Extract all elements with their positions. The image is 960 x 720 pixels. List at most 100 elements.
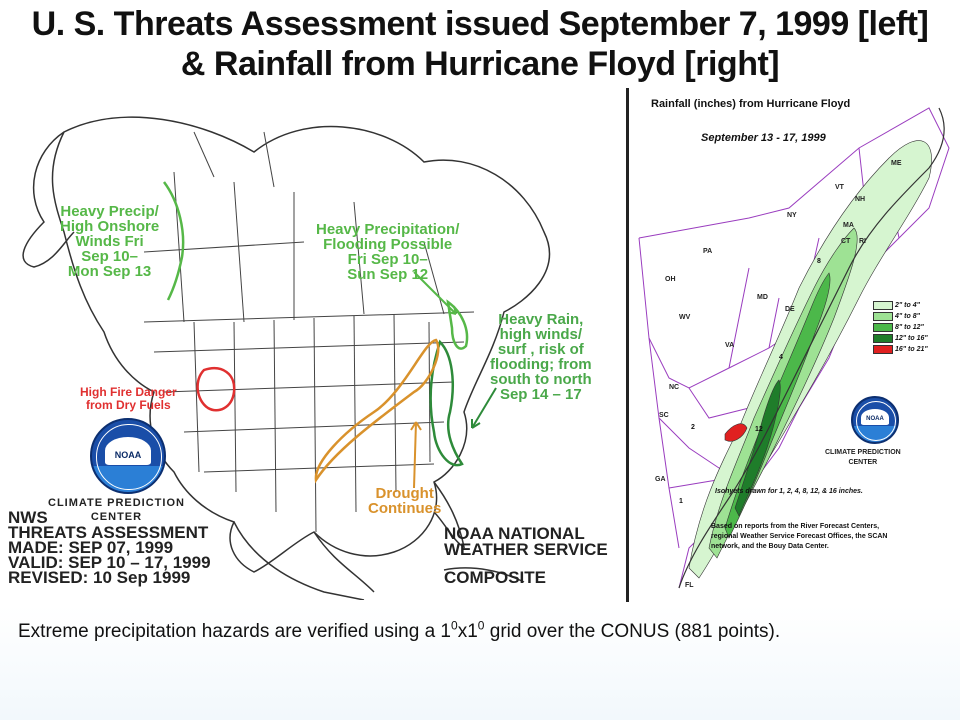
caption-prefix: Extreme precipitation hazards are verifi… [18,621,452,642]
annotation-line: high winds/ [499,326,583,343]
province-borders [143,131,475,323]
mexico-outline [233,521,375,600]
rainfall-legend: 2" to 4" 4" to 8" 8" to 12" 12" to 16" 1… [873,300,928,355]
state-label: VA [725,342,735,349]
legend-swatch [873,300,893,310]
report-line: regional Weather Service Forecast Office… [711,533,888,540]
coastline [678,107,945,589]
state-label: MD [757,294,768,301]
report-line: network, and the Bouy Data Center. [711,543,829,550]
annotation-line: Flooding Possible [323,236,453,253]
legend-row: 16" to 21" [873,344,928,354]
annotation-heavy-rain: Heavy Rain, high winds/ surf , risk of f… [490,312,592,402]
state-label: DE [785,306,795,313]
annotation-line: Heavy Rain, [498,311,584,328]
cpc-line: CLIMATE PREDICTION [48,497,185,509]
annotation-line: south to north [490,371,592,388]
caption-area: Extreme precipitation hazards are verifi… [0,606,960,720]
caption-sup: 0 [477,618,485,633]
annotation-line: Winds Fri [75,233,144,250]
alaska-heavy-precip-area [162,181,185,301]
logo-ring [855,400,897,442]
annotation-heavy-precip-onshore: Heavy Precip/ High Onshore Winds Fri Sep… [60,204,159,279]
noaa-nws-block: NOAA NATIONAL WEATHER SERVICE [444,524,608,559]
legend-row: 12" to 16" [873,333,928,343]
nws-line: MADE: SEP 07, 1999 [8,538,174,557]
isohyet-value: 1 [679,498,683,505]
annotation-fire-danger: High Fire Danger from Dry Fuels [80,386,177,412]
north-america-map [22,116,551,600]
isohyet-note: Isohyets drawn for 1, 2, 4, 8, 12, & 16 … [715,488,863,495]
rainfall-dates: September 13 - 17, 1999 [701,132,826,144]
annotation-line: Heavy Precip/ [60,203,159,220]
annotation-line: from Dry Fuels [86,398,171,412]
northeast-heavy-precip-area [446,299,469,350]
annotation-line: High Fire Danger [80,385,177,399]
nws-line: THREATS ASSESSMENT [8,523,209,542]
state-label: CT [841,238,851,245]
logo-letters: NOAA [866,416,884,423]
state-label: NY [787,212,797,219]
annotation-line: Fri Sep 10– [347,251,428,268]
cuba-outline [443,567,525,583]
report-note: Based on reports from the River Forecast… [711,522,888,552]
caption-suffix: grid over the CONUS (881 points). [484,621,781,642]
caption-text: Extreme precipitation hazards are verifi… [18,618,918,646]
noaa-logo-icon: NOAA [851,396,899,444]
legend-label: 4" to 8" [895,312,920,320]
florida-outline [433,481,466,549]
state-label: WV [679,314,691,321]
floyd-rainfall-map: Rainfall (inches) from Hurricane Floyd S… [626,88,960,602]
annotation-line: Sun Sep 12 [347,266,429,283]
nws-line: NWS [8,508,48,527]
slide-title: U. S. Threats Assessment issued Septembe… [0,0,960,92]
noaa-nws-line: WEATHER SERVICE [444,540,608,559]
legend-swatch [873,322,893,332]
annotation-line: Sep 14 – 17 [499,386,582,403]
report-line: Based on reports from the River Forecast… [711,523,880,530]
north-america-outline [51,116,551,573]
isohyet-value: 4 [779,354,783,361]
isohyet-12-16-band [734,379,781,517]
nws-line: VALID: SEP 10 – 17, 1999 [8,553,211,572]
legend-row: 8" to 12" [873,322,928,332]
cpc-line: CENTER [848,459,878,466]
legend-swatch [873,333,893,343]
noaa-nws-line: NOAA NATIONAL [444,524,585,543]
rainfall-title: Rainfall (inches) from Hurricane Floyd [651,98,851,110]
logo-letters: NOAA [114,450,142,461]
alaska-outline [22,131,75,268]
annotation-heavy-precip-flooding: Heavy Precipitation/ Flooding Possible F… [316,222,459,282]
caption-middle: x1 [457,621,478,642]
annotation-line: Mon Sep 13 [67,263,152,280]
isohyet-value: 8 [817,258,821,265]
caption-sup: 0 [451,618,458,633]
fire-danger-area [196,367,236,412]
annotation-line: flooding; from [490,356,592,373]
state-label: MA [843,222,854,229]
state-label: RI [859,238,866,245]
cpc-line: CENTER [90,511,143,523]
annotation-drought: Drought Continues [368,486,441,516]
isohyet-16-21-band [724,423,748,442]
legend-row: 2" to 4" [873,300,928,310]
legend-label: 8" to 12" [895,323,924,331]
annotation-line: surf , risk of [497,341,584,358]
cpc-label-left: CLIMATE PREDICTION CENTER [48,496,185,524]
drought-area [314,338,440,484]
logo-ring [96,424,162,490]
annotation-line: Drought [375,485,434,502]
annotation-line: Sep 10– [81,248,138,265]
cpc-label-right: CLIMATE PREDICTION CENTER [825,448,901,468]
state-label: PA [703,248,713,255]
state-label: NC [669,384,680,391]
legend-label: 12" to 16" [895,334,928,342]
nws-threats-block: NWS THREATS ASSESSMENT MADE: SEP 07, 199… [8,508,211,587]
title-line-2: & Rainfall from Hurricane Floyd [right] [180,45,780,83]
state-label: NH [855,196,866,203]
legend-label: 16" to 21" [895,345,928,353]
composite-label: COMPOSITE [444,568,547,587]
cpc-line: CLIMATE PREDICTION [825,449,901,456]
nws-line: REVISED: 10 Sep 1999 [8,568,191,587]
